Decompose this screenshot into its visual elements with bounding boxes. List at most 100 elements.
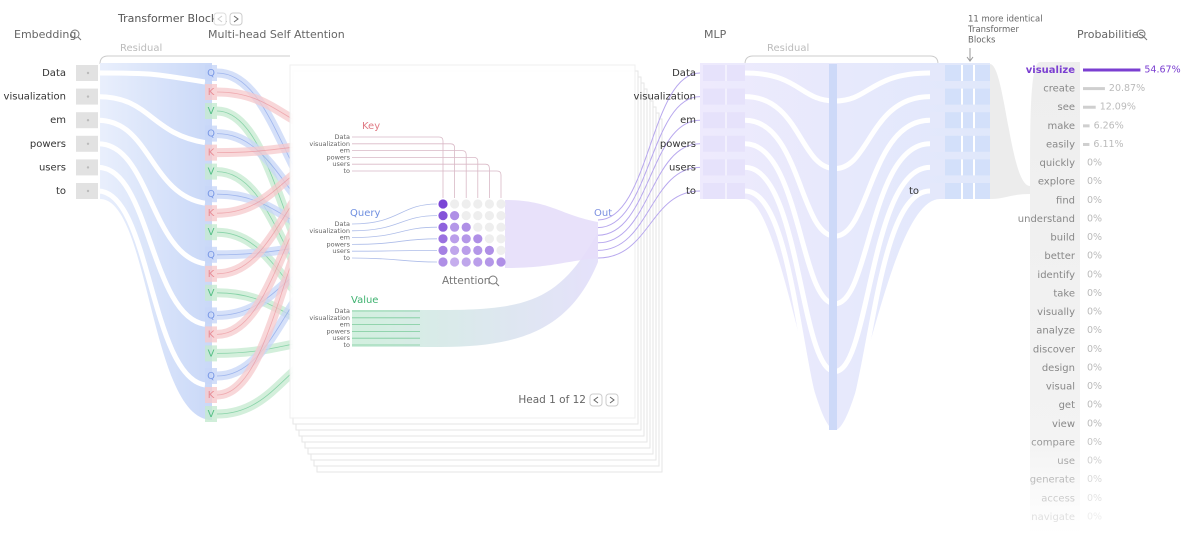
attention-cell — [461, 257, 471, 267]
qkv-cell — [205, 368, 217, 384]
attention-cell — [484, 199, 494, 209]
token-label: users — [39, 162, 66, 173]
prob-token: make — [1048, 121, 1075, 132]
prob-token: compare — [1031, 437, 1075, 448]
prob-label: 0% — [1087, 325, 1102, 336]
section-label: Multi-head Self Attention — [208, 28, 345, 41]
residual-line — [744, 55, 939, 65]
prob-label: 0% — [1087, 269, 1102, 280]
prob-token: identify — [1037, 270, 1075, 281]
value-token: visualization — [309, 314, 350, 322]
qkv-cell — [205, 186, 217, 203]
prob-label: 0% — [1087, 511, 1102, 522]
prob-token: design — [1042, 363, 1075, 374]
mlp-out-cell — [930, 135, 945, 152]
prob-token: quickly — [1040, 158, 1076, 169]
prob-bar — [1083, 105, 1096, 109]
token-flow — [97, 188, 206, 388]
qkv-label: V — [208, 227, 215, 238]
attention-cell — [461, 234, 471, 244]
token-label: em — [50, 115, 66, 126]
mlp-token: powers — [660, 139, 696, 150]
mlp-token: em — [680, 115, 696, 126]
head-label: Head 1 of 12 — [518, 394, 586, 406]
mlp-wave — [744, 188, 931, 442]
key-token: powers — [327, 153, 351, 161]
next-head-button[interactable] — [605, 393, 619, 407]
mlp-cell — [703, 135, 745, 152]
attention-cell — [484, 211, 494, 221]
key-token: users — [332, 160, 350, 168]
qkv-cell — [205, 125, 217, 142]
mlp-hidden — [829, 64, 837, 430]
attention-cell — [461, 199, 471, 209]
out-flow — [597, 166, 701, 251]
key-line — [352, 143, 455, 198]
out-flow — [597, 119, 701, 236]
query-line — [351, 257, 438, 263]
value-band — [352, 232, 598, 347]
funnel — [990, 64, 1030, 199]
prob-label: 0% — [1087, 344, 1102, 355]
key-token: em — [340, 147, 350, 155]
attention-cell — [461, 222, 471, 232]
prob-label: 0% — [1087, 418, 1102, 429]
query-line — [351, 215, 438, 232]
block-cell — [945, 112, 990, 129]
prob-label: 0% — [1087, 158, 1102, 169]
prob-token: generate — [1030, 475, 1075, 486]
qkv-label: K — [208, 269, 215, 280]
more-blocks-text: Transformer — [967, 25, 1020, 35]
qkv-label: V — [208, 409, 215, 420]
mlp-cell — [703, 112, 745, 129]
prob-label: 0% — [1087, 251, 1102, 262]
zoom-icon[interactable] — [1136, 29, 1148, 41]
qkv-cell — [205, 103, 217, 119]
query-line — [351, 250, 438, 252]
qkv-cell — [205, 163, 217, 180]
qkv-label: Q — [207, 371, 215, 382]
out-label: Out — [594, 208, 612, 219]
prob-label: 0% — [1087, 307, 1102, 318]
attention-cell — [473, 222, 483, 232]
prob-token: explore — [1038, 177, 1075, 188]
attention-cell — [450, 199, 460, 209]
attention-cell — [450, 222, 460, 232]
key-line — [352, 163, 490, 198]
prev-block-button[interactable] — [213, 12, 227, 26]
prob-label: 0% — [1087, 232, 1102, 243]
prob-label: 0% — [1087, 195, 1102, 206]
query-line — [351, 238, 438, 245]
attention-cell — [473, 245, 483, 255]
qkv-label: V — [208, 348, 215, 359]
next-block-button[interactable] — [229, 12, 243, 26]
prob-token: understand — [1018, 214, 1075, 225]
mlp-token: users — [669, 162, 696, 173]
prob-label: 6.26% — [1094, 120, 1124, 131]
prob-token: see — [1057, 102, 1075, 113]
zoom-icon[interactable] — [70, 29, 82, 41]
dot — [86, 166, 90, 169]
more-blocks-text: 11 more identical — [968, 15, 1043, 25]
qkv-label: K — [208, 148, 215, 159]
qkv-label: V — [208, 167, 215, 178]
prob-label: 12.09% — [1100, 102, 1136, 113]
dot — [86, 71, 90, 75]
qkv-label: K — [208, 208, 215, 219]
prob-label: 0% — [1087, 493, 1102, 504]
qkv-cell — [205, 265, 217, 282]
query-token: powers — [327, 240, 351, 248]
prob-token: visually — [1037, 307, 1075, 318]
background-layer — [99, 55, 1080, 534]
value-token: Data — [334, 307, 350, 315]
zoom-icon[interactable] — [488, 275, 500, 287]
residual-label: Residual — [767, 43, 809, 54]
embedding-band — [100, 63, 212, 420]
query-token: em — [340, 234, 350, 242]
query-token: visualization — [309, 227, 350, 235]
residual-line — [99, 55, 290, 65]
prev-head-button[interactable] — [589, 393, 603, 407]
prob-token: visualize — [1026, 65, 1075, 76]
dot — [86, 142, 90, 145]
